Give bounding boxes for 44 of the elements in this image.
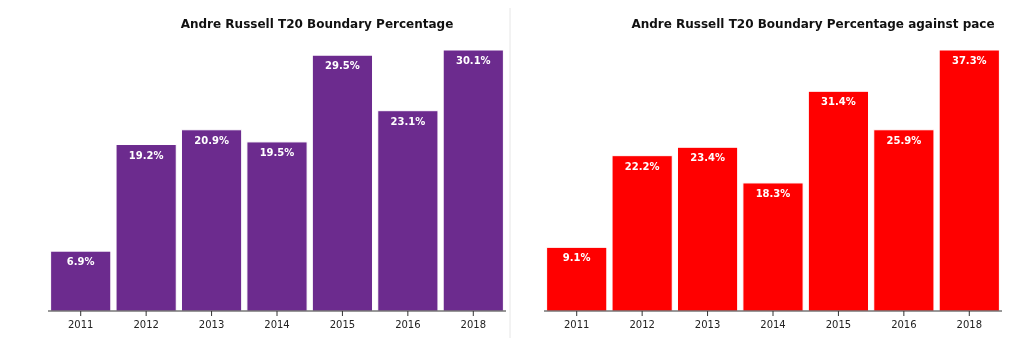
x-tick-label: 2014 — [264, 319, 290, 330]
bar — [676, 146, 739, 312]
data-label: 20.9% — [194, 134, 229, 146]
x-tick-label: 2016 — [395, 319, 421, 330]
data-label: 19.2% — [128, 149, 164, 161]
data-label: 30.1% — [455, 55, 491, 66]
bar — [611, 155, 673, 312]
x-tick-label: 2015 — [825, 319, 852, 330]
x-tick-label: 2012 — [629, 319, 655, 330]
bar — [311, 54, 374, 312]
x-tick-label: 2016 — [891, 319, 917, 330]
data-label: 25.9% — [886, 134, 922, 146]
x-tick-label: 2012 — [133, 319, 159, 330]
x-tick-label: 2011 — [563, 319, 590, 330]
bar — [246, 141, 308, 312]
chart-title: Andre Russell T20 Boundary Percentage — [180, 17, 454, 31]
bar — [938, 49, 1000, 312]
bar — [50, 250, 112, 312]
data-label: 9.1% — [562, 252, 591, 264]
data-label: 31.4% — [821, 96, 856, 108]
bar — [442, 49, 504, 312]
bar — [742, 182, 804, 312]
data-label: 19.5% — [259, 146, 295, 158]
x-tick-label: 2011 — [67, 319, 94, 330]
data-label: 29.5% — [325, 60, 360, 72]
bar — [115, 144, 177, 312]
x-tick-label: 2018 — [460, 319, 487, 330]
data-label: 23.1% — [390, 115, 426, 127]
x-tick-label: 2015 — [329, 319, 356, 330]
data-label: 22.2% — [624, 160, 660, 172]
data-label: 6.9% — [66, 256, 95, 268]
bar — [807, 90, 870, 312]
data-label: 37.3% — [951, 55, 987, 66]
bar — [377, 110, 439, 312]
data-label: 18.3% — [755, 187, 791, 199]
x-tick-label: 2013 — [694, 319, 721, 330]
x-tick-label: 2013 — [198, 319, 225, 330]
bar — [180, 129, 243, 312]
x-tick-label: 2018 — [956, 319, 983, 330]
data-label: 23.4% — [690, 152, 725, 164]
x-tick-label: 2014 — [760, 319, 786, 330]
bar — [546, 246, 608, 312]
bar — [873, 129, 935, 312]
chart-title: Andre Russell T20 Boundary Percentage against pace — [631, 17, 995, 31]
